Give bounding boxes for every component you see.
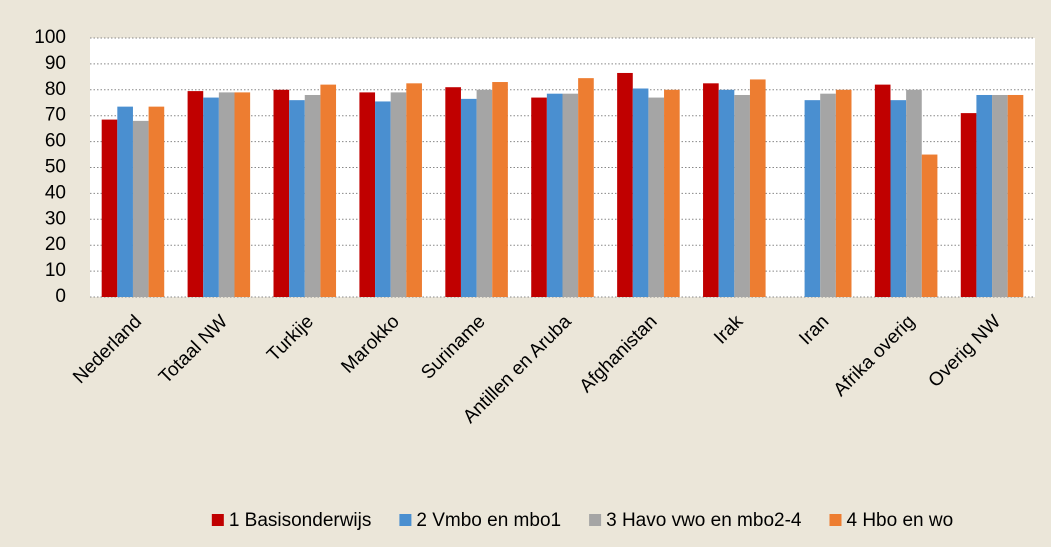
bar: [390, 92, 407, 297]
bar: [648, 97, 665, 297]
y-tick-label: 80: [45, 79, 66, 100]
y-tick-label: 30: [45, 208, 66, 229]
y-tick-label: 70: [45, 105, 66, 126]
bar: [718, 89, 735, 297]
bar: [617, 72, 633, 297]
bar: [703, 83, 719, 297]
bar: [734, 94, 750, 297]
bar: [804, 100, 821, 297]
legend-swatch: [399, 514, 412, 526]
bar: [921, 154, 938, 297]
bar: [562, 93, 579, 297]
legend-label: 1 Basisonderwijs: [229, 510, 372, 531]
y-tick-label: 60: [45, 131, 66, 152]
bar: [906, 89, 922, 297]
bar: [820, 93, 836, 297]
bar: [492, 82, 508, 297]
legend-label: 2 Vmbo en mbo1: [416, 510, 561, 531]
bar: [273, 89, 290, 297]
bar: [874, 84, 891, 298]
legend-swatch: [589, 514, 602, 526]
bar: [632, 88, 649, 297]
bar: [304, 94, 321, 297]
bar: [101, 119, 118, 298]
legend-label: 4 Hbo en wo: [846, 510, 953, 531]
bar: [992, 94, 1008, 297]
y-tick-label: 20: [45, 234, 66, 255]
legend-swatch: [829, 514, 842, 526]
bar: [835, 89, 852, 297]
bar: [406, 83, 422, 297]
bar: [546, 93, 563, 297]
bar: [890, 100, 907, 297]
bar: [1007, 94, 1024, 297]
bar: [289, 100, 305, 297]
legend-label: 3 Havo vwo en mbo2-4: [606, 510, 802, 531]
bar: [445, 87, 461, 298]
bar: [460, 98, 477, 298]
bar: [578, 78, 594, 298]
bar: [976, 94, 993, 297]
bar: [476, 89, 493, 297]
y-tick-label: 40: [45, 182, 66, 203]
bar: [203, 97, 219, 297]
y-tick-label: 100: [34, 27, 66, 48]
bar: [531, 97, 547, 297]
bar: [320, 84, 337, 298]
legend-swatch: [211, 514, 224, 526]
bar: [375, 101, 391, 297]
bar: [117, 106, 133, 297]
y-tick-label: 90: [45, 53, 66, 74]
bar: [749, 79, 766, 297]
bar: [664, 89, 680, 297]
y-tick-label: 50: [45, 157, 66, 178]
y-tick-label: 10: [45, 260, 66, 281]
bar: [187, 91, 204, 297]
bar: [132, 120, 149, 297]
bar: [359, 92, 376, 297]
bar: [218, 92, 235, 297]
bar: [234, 92, 251, 297]
bar: [148, 106, 165, 297]
y-tick-label: 0: [55, 286, 66, 307]
bar: [960, 113, 977, 297]
